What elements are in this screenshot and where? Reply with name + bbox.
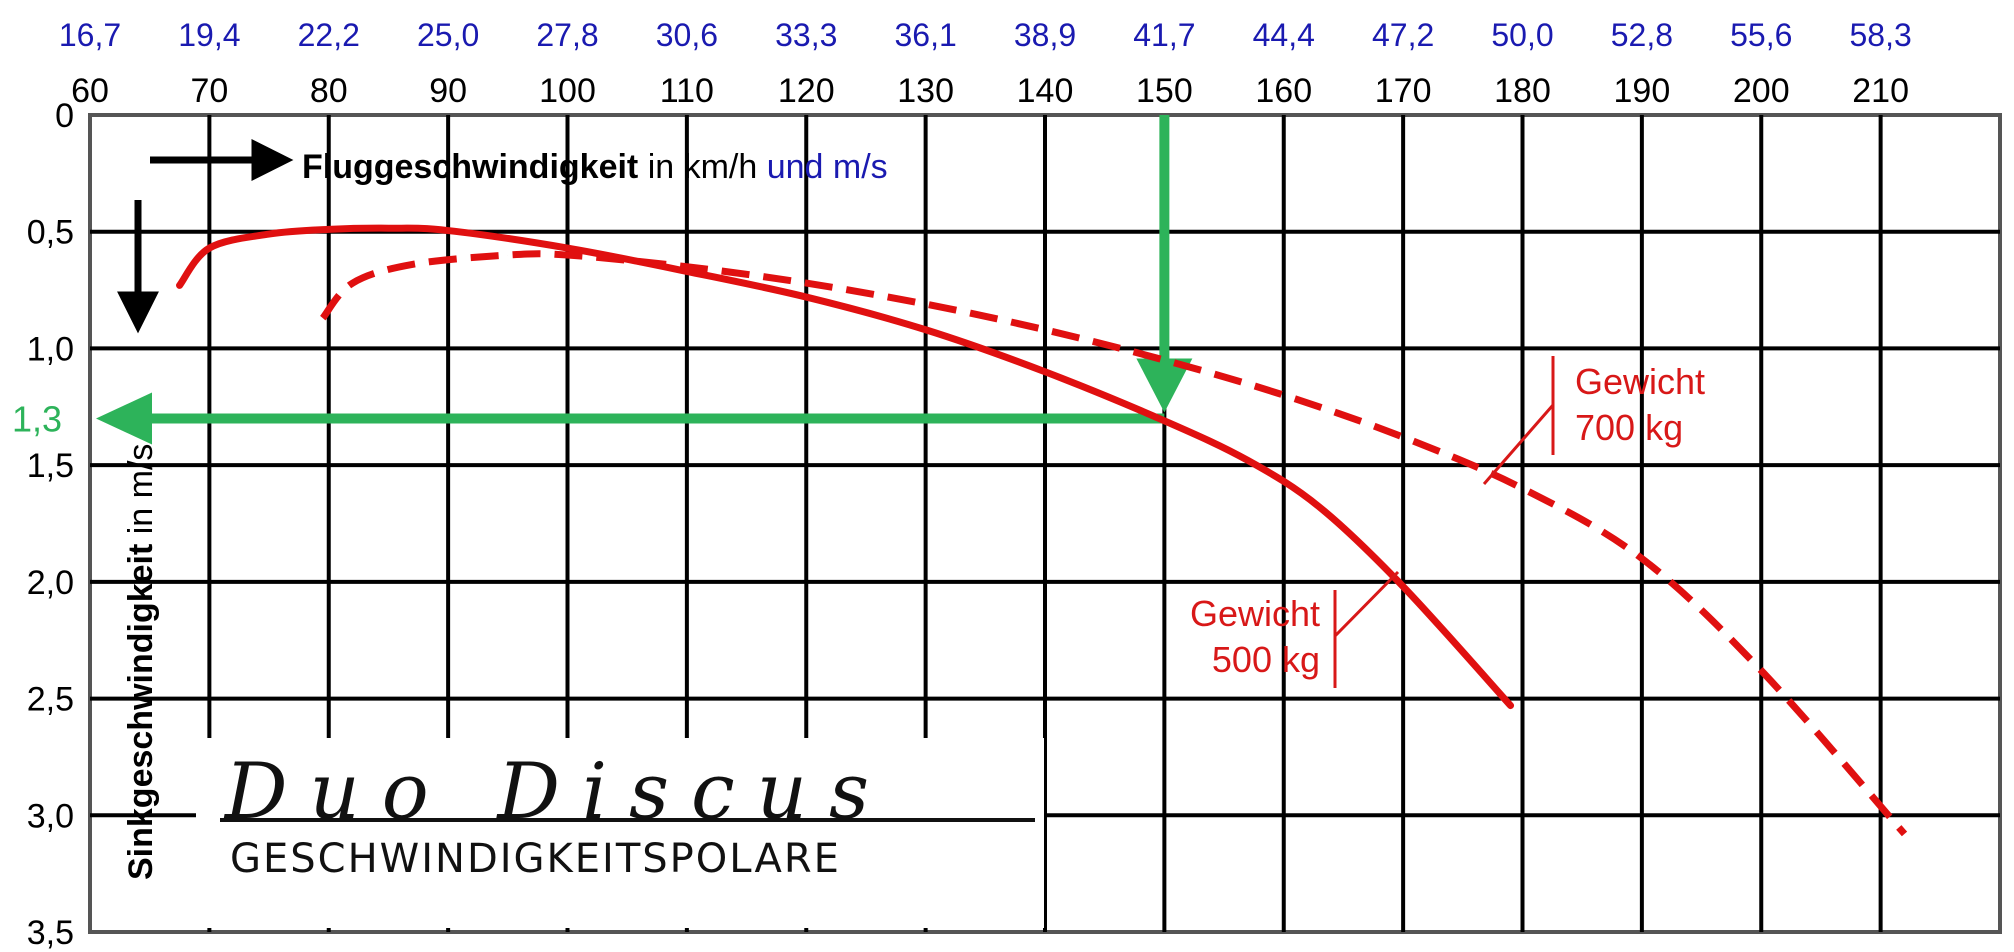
logo-title: Duo Discus <box>223 747 891 837</box>
y-tick-label: 1,5 <box>27 447 74 485</box>
axis-ticks: 60 16,7 70 19,4 80 22,2 90 25,0 100 27,8 110 30,6 12… <box>27 17 1912 952</box>
x-axis-label: Fluggeschwindigkeit in km/h und m/s <box>302 148 888 186</box>
x-tick-label-ms: 38,9 <box>1014 17 1076 53</box>
x-tick-label-ms: 41,7 <box>1133 17 1195 53</box>
x-tick-label-ms: 16,7 <box>59 17 121 53</box>
series-group <box>176 224 1908 837</box>
x-tick-label-ms: 47,2 <box>1372 17 1434 53</box>
x-tick-label-kmh: 110 <box>660 72 714 110</box>
x-tick-label-kmh: 210 <box>1852 72 1909 110</box>
x-tick-label-kmh: 100 <box>539 72 596 110</box>
annotation-700-line1: Gewicht <box>1575 361 1705 402</box>
x-tick-label-ms: 25,0 <box>417 17 479 53</box>
weight-annotations: Gewicht 700 kg Gewicht 500 kg <box>1190 356 1705 688</box>
x-tick-label-ms: 27,8 <box>536 17 598 53</box>
x-tick-label-ms: 33,3 <box>775 17 837 53</box>
annotation-700-line2: 700 kg <box>1575 407 1683 448</box>
x-tick-label-kmh: 80 <box>310 72 348 110</box>
y-tick-label: 0,5 <box>27 214 74 252</box>
x-tick-label-kmh: 190 <box>1614 72 1671 110</box>
x-tick-label-ms: 44,4 <box>1253 17 1315 53</box>
series-line-700kg <box>319 250 1908 837</box>
logo-subtitle: GESCHWINDIGKEITSPOLARE <box>230 836 841 882</box>
y-axis-label-unit: in m/s <box>122 444 160 544</box>
highlight-y-label: 1,3 <box>12 398 62 439</box>
x-axis-label-unit-ms: und m/s <box>767 148 888 186</box>
x-tick-label-kmh: 70 <box>190 72 228 110</box>
x-axis-label-bold: Fluggeschwindigkeit <box>302 148 638 186</box>
x-tick-label-ms: 30,6 <box>656 17 718 53</box>
x-tick-label-kmh: 150 <box>1136 72 1193 110</box>
y-tick-label: 3,0 <box>27 797 74 835</box>
highlight-readout: 1,3 <box>12 115 1193 445</box>
x-tick-label-kmh: 200 <box>1733 72 1790 110</box>
x-tick-label-kmh: 130 <box>897 72 954 110</box>
annotation-500-line2: 500 kg <box>1212 639 1320 680</box>
x-axis-label-unit: in km/h <box>638 148 766 186</box>
annotation-500-line1: Gewicht <box>1190 593 1320 634</box>
y-tick-label: 2,0 <box>27 564 74 602</box>
x-tick-label-kmh: 90 <box>429 72 467 110</box>
x-tick-label-ms: 36,1 <box>894 17 956 53</box>
x-tick-label-ms: 58,3 <box>1849 17 1911 53</box>
annotation-700-pointer <box>1482 404 1555 485</box>
x-tick-label-ms: 55,6 <box>1730 17 1792 53</box>
highlight-arrowhead-left <box>96 392 152 445</box>
y-tick-label: 3,5 <box>27 914 74 952</box>
x-tick-label-kmh: 60 <box>71 72 109 110</box>
logo: Duo Discus GESCHWINDIGKEITSPOLARE <box>220 747 1035 882</box>
annotation-500-pointer <box>1333 570 1400 638</box>
x-tick-label-ms: 52,8 <box>1611 17 1673 53</box>
y-tick-label: 0 <box>55 97 74 135</box>
x-tick-label-kmh: 160 <box>1255 72 1312 110</box>
highlight-arrowhead-down <box>1136 358 1193 413</box>
y-tick-label: 1,0 <box>27 330 74 368</box>
x-tick-label-ms: 19,4 <box>178 17 240 53</box>
x-tick-label-kmh: 140 <box>1017 72 1074 110</box>
x-tick-label-ms: 50,0 <box>1491 17 1553 53</box>
x-tick-label-kmh: 170 <box>1375 72 1432 110</box>
y-axis-label-bold: Sinkgeschwindigkeit <box>122 544 160 880</box>
x-tick-label-ms: 22,2 <box>298 17 360 53</box>
y-tick-label: 2,5 <box>27 681 74 719</box>
x-tick-label-kmh: 180 <box>1494 72 1551 110</box>
logo-panel <box>196 738 1044 928</box>
x-tick-label-kmh: 120 <box>778 72 835 110</box>
y-axis-label: Sinkgeschwindigkeit in m/s <box>122 444 160 880</box>
